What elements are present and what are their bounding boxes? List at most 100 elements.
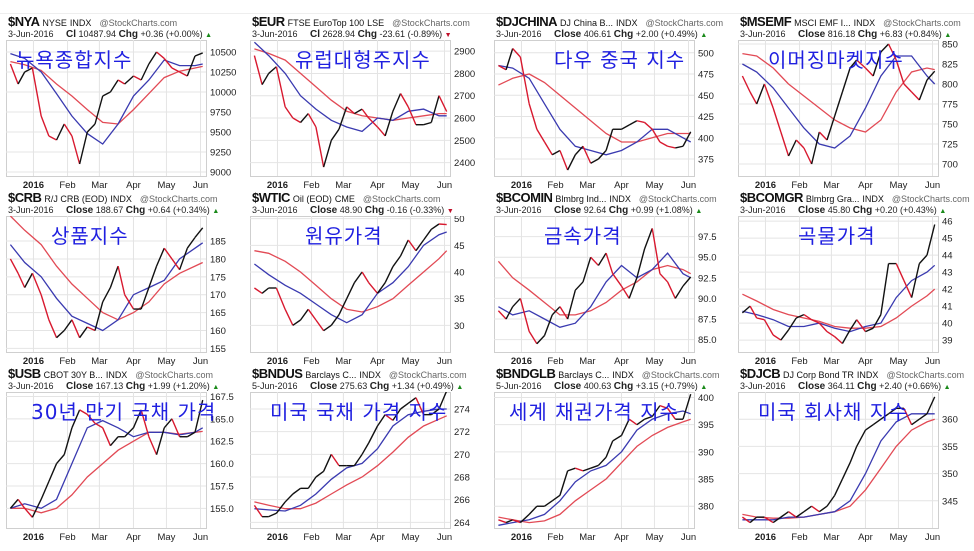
quote-line: 3-Jun-2016 Close 188.67 Chg +0.64 (+0.34%… [8, 205, 240, 216]
price-segment [849, 446, 858, 463]
price-segment [605, 440, 614, 458]
price-segment [756, 317, 765, 321]
price-segment [872, 418, 882, 426]
chart-title: $BCOMIN Blmbrg Ind... INDX @StockCharts.co… [496, 190, 717, 205]
y-tick-label: 10000 [210, 88, 236, 99]
price-segment [330, 314, 340, 326]
quote-line: 3-Jun-2016 Close 167.13 Chg +1.99 (+1.20%… [8, 381, 240, 392]
chart-panel-djchina[interactable]: $DJCHINA DJ China B... INDX @StockCharts.c… [494, 14, 732, 192]
x-tick-label: Feb [547, 180, 563, 191]
price-segment [178, 247, 188, 270]
y-tick-label: 2400 [454, 158, 475, 169]
chart-panel-crb[interactable]: $CRB R/J CRB (EOD) INDX @StockCharts.com 3-… [6, 190, 244, 368]
close-value: 48.90 [339, 205, 363, 215]
y-tick-label: 30 [454, 321, 465, 332]
chart-panel-usb[interactable]: $USB CBOT 30Y B... INDX @StockCharts.com 3-… [6, 366, 244, 544]
price-segment [682, 393, 692, 420]
price-segment [910, 263, 921, 298]
watermark: @StockCharts.com [135, 370, 213, 380]
price-segment [292, 487, 301, 495]
price-chart[interactable]: 375 400 425 450 475 500 2016 Feb Mar Apr May Jun [494, 40, 732, 192]
price-segment [505, 519, 513, 524]
price-segment [795, 139, 805, 149]
x-tick-label: May [645, 180, 663, 191]
overlay-label: 이머징마켓지수 [768, 48, 904, 72]
price-chart[interactable]: 380 385 390 395 400 2016 Feb Mar Apr May Jun [494, 392, 732, 544]
chart-panel-msemf[interactable]: $MSEMF MSCI EMF I... INDX @StockCharts.com… [738, 14, 974, 192]
price-chart[interactable]: 9000 9250 9500 9750 10000 10250 10500 2016 Feb Ma… [6, 40, 244, 192]
price-segment [505, 306, 514, 320]
y-tick-label: 264 [454, 518, 470, 529]
ma-long-line [10, 430, 203, 514]
change-label: Chg [357, 29, 378, 40]
y-tick-label: 825 [942, 60, 958, 71]
arrow-down-icon: ▼ [444, 32, 452, 39]
y-tick-label: 350 [942, 469, 958, 480]
chart-panel-bndglb[interactable]: $BNDGLB Barclays C... INDX @StockCharts.co… [494, 366, 732, 544]
price-segment [376, 282, 386, 294]
ma-long-line [254, 415, 447, 510]
y-tick-label: 165.0 [210, 414, 234, 425]
price-segment [31, 67, 42, 117]
price-segment [361, 271, 370, 284]
chart-panel-bndus[interactable]: $BNDUS Barclays C... INDX @StockCharts.com… [250, 366, 488, 544]
chart-panel-eur[interactable]: $EUR FTSE EuroTop 100 LSE @StockCharts.com… [250, 14, 488, 192]
y-tick-label: 9750 [210, 108, 231, 119]
chart-panel-bcomgr[interactable]: $BCOMGR Blmbrg Gra... INDX @StockCharts.co… [738, 190, 974, 368]
price-segment [895, 59, 905, 85]
price-segment [407, 397, 417, 404]
price-chart[interactable]: 155 160 165 170 175 180 185 2016 Feb Mar Apr May Jun [6, 216, 244, 368]
change-value: +3.15 (+0.79%) [635, 381, 698, 391]
price-chart[interactable]: 264 266 268 270 272 274 2016 Feb Mar Apr May Jun [250, 392, 488, 544]
plot-area [738, 392, 939, 529]
price-segment [79, 326, 88, 339]
price-segment [888, 407, 897, 415]
ma-short-line [10, 52, 203, 145]
price-segment [818, 131, 828, 141]
chart-title: $CRB R/J CRB (EOD) INDX @StockCharts.com [8, 190, 218, 205]
chart-panel-djcb[interactable]: $DJCB DJ Corp Bond TR INDX @StockCharts.co… [738, 366, 974, 544]
close-value: 188.67 [95, 205, 124, 215]
x-tick-label: Feb [59, 180, 75, 191]
price-chart[interactable]: 155.0 157.5 160.0 162.5 165.0 167.5 2016 Feb Mar… [6, 392, 244, 544]
quote-date: 3-Jun-2016 [740, 381, 786, 391]
index-name: FTSE EuroTop 100 [287, 18, 365, 28]
watermark: @StockCharts.com [392, 18, 470, 28]
price-segment [155, 247, 165, 267]
price-segment [399, 93, 409, 108]
chart-panel-wtic[interactable]: $WTIC Oil (EOD) CME @StockCharts.com 3-Jun-… [250, 190, 488, 368]
price-segment [86, 123, 96, 133]
price-segment [102, 427, 112, 446]
price-chart[interactable]: 30 35 40 45 50 2016 Feb Mar Apr May Jun [250, 216, 488, 368]
change-label: Chg [613, 29, 634, 40]
change-value: +6.83 (+0.84%) [879, 29, 942, 39]
price-segment [109, 265, 119, 288]
change-label: Chg [118, 29, 139, 40]
price-segment [512, 519, 521, 524]
chart-panel-bcomin[interactable]: $BCOMIN Blmbrg Ind... INDX @StockCharts.co… [494, 190, 732, 368]
overlay-label: 곡물가격 [798, 224, 876, 248]
price-chart[interactable]: 85.0 87.5 90.0 92.5 95.0 97.5 2016 Feb Mar Apr May… [494, 216, 732, 368]
y-tick-label: 85.0 [698, 335, 717, 346]
y-tick-label: 97.5 [698, 232, 717, 243]
price-chart[interactable]: 700 725 750 775 800 825 850 2016 Feb Mar Apr May Jun [738, 40, 974, 192]
chart-panel-nya[interactable]: $NYA NYSE INDX @StockCharts.com 3-Jun-2016 C… [6, 14, 244, 192]
chart-title: $EUR FTSE EuroTop 100 LSE @StockCharts.com [252, 14, 470, 29]
price-chart[interactable]: 2400 2500 2600 2700 2800 2900 2016 Feb Mar Apr May… [250, 40, 488, 192]
ma-long-line [742, 52, 935, 133]
price-segment [48, 135, 57, 141]
close-label: Close [310, 381, 338, 392]
y-tick-label: 400 [698, 133, 714, 144]
price-segment [644, 415, 653, 420]
price-segment [148, 265, 158, 288]
price-segment [841, 462, 851, 480]
x-tick-label: Feb [791, 532, 807, 543]
change-label: Chg [857, 29, 878, 40]
price-segment [780, 511, 789, 518]
chart-title: $BNDGLB Barclays C... INDX @StockCharts.co… [496, 366, 719, 381]
x-tick-label: Feb [303, 532, 319, 543]
price-chart[interactable]: 39 40 41 42 43 44 45 46 2016 Feb Mar Apr May Jun [738, 216, 974, 368]
price-segment [392, 408, 402, 421]
price-segment [918, 413, 928, 420]
price-chart[interactable]: 345 350 355 360 2016 Feb Mar Apr May Jun [738, 392, 974, 544]
